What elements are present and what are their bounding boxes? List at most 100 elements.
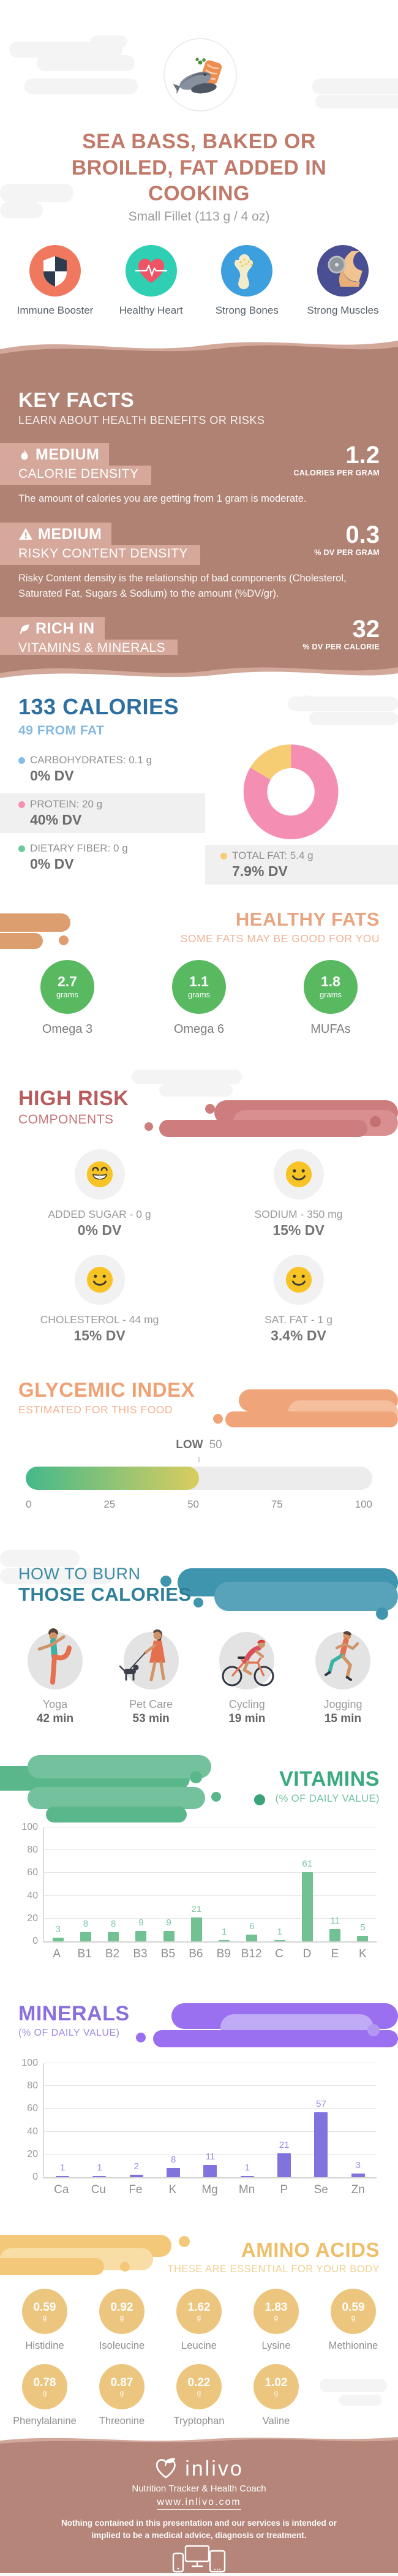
green-blob: 1.1 grams xyxy=(167,956,231,1016)
decorative-cloud xyxy=(28,1755,211,1778)
green-blob: 2.7 grams xyxy=(36,956,99,1016)
scale-label: 100 xyxy=(355,1498,372,1510)
decorative-cloud xyxy=(0,933,43,949)
fat-dot xyxy=(220,852,227,859)
jogging-icon xyxy=(312,1623,374,1692)
healthy-fats-cards: 2.7 grams Omega 3 1.1 grams Omega 6 1.8 … xyxy=(28,956,370,1037)
activity-duration: 53 min xyxy=(132,1712,170,1725)
amino-valine: 1.02 g Valine xyxy=(238,2360,315,2427)
amino-name: Valine xyxy=(262,2415,290,2427)
amino-methionine: 0.59 g Methionine xyxy=(315,2285,392,2352)
legend-protein: PROTEIN: 20 g 40% DV xyxy=(0,793,205,833)
section-title: HIGH RISK xyxy=(18,1087,129,1110)
key-facts-subtitle: LEARN ABOUT HEALTH BENEFITS OR RISKS xyxy=(18,414,265,426)
fact-badge: MEDIUM xyxy=(0,522,112,545)
calories-title: 133 CALORIES xyxy=(18,694,179,719)
carbs-dot xyxy=(18,757,25,764)
smile-face-icon xyxy=(273,1149,324,1199)
activity-duration: 19 min xyxy=(228,1712,266,1725)
glycemic-value-label: LOW 50 xyxy=(0,1438,398,1452)
muscle-icon xyxy=(317,245,369,297)
mufas-card: 1.8 grams MUFAs xyxy=(291,956,370,1037)
gold-blob: 1.62 g xyxy=(171,2285,227,2336)
protein-dot xyxy=(18,801,25,808)
gauge-tick xyxy=(198,1457,200,1462)
gold-blob: 0.78 g xyxy=(17,2360,72,2412)
amino-name: Threonine xyxy=(99,2415,145,2427)
fact-value: 1.2 CALORIES PER GRAM xyxy=(293,442,380,477)
high-risk-section: HIGH RISK COMPONENTS xyxy=(0,1066,398,1354)
decorative-cloud xyxy=(195,2006,206,2017)
section-title: AMINO ACIDS xyxy=(241,2238,380,2261)
glycemic-level: LOW xyxy=(176,1438,203,1451)
fat-name: Omega 3 xyxy=(42,1022,93,1036)
fat-name: MUFAs xyxy=(310,1022,351,1036)
decorative-cloud xyxy=(193,1598,203,1607)
fact-value: 32 % DV PER CALORIE xyxy=(302,616,380,652)
gold-blob: 0.22 g xyxy=(171,2360,227,2412)
risk-dv: 0% DV xyxy=(77,1222,122,1238)
legend-label: TOTAL FAT: 5.4 g xyxy=(232,850,314,861)
risk-sat-fat: SAT. FAT - 1 g 3.4% DV xyxy=(199,1255,398,1344)
scale-label: 25 xyxy=(103,1498,116,1510)
warning-icon xyxy=(19,528,32,540)
benefit-label: Strong Bones xyxy=(215,304,279,316)
fact-description: Risky Content density is the relationshi… xyxy=(18,572,347,599)
decorative-cloud xyxy=(0,2258,104,2275)
inlivo-heart-icon xyxy=(156,2458,176,2479)
grin-face-icon xyxy=(74,1149,125,1199)
decorative-cloud xyxy=(190,1771,202,1783)
healthy-fats-section: HEALTHY FATS SOME FATS MAY BE GOOD FOR Y… xyxy=(0,891,398,1066)
footer-section: inlivo Nutrition Tracker & Health Coach … xyxy=(0,2432,398,2573)
amino-name: Histidine xyxy=(25,2340,64,2351)
amino-name: Lysine xyxy=(261,2340,291,2351)
amino-lysine: 1.83 g Lysine xyxy=(238,2285,315,2352)
fat-name: Omega 6 xyxy=(173,1022,225,1036)
dog-walking-icon xyxy=(119,1623,182,1692)
decorative-cloud xyxy=(24,78,138,94)
decorative-cloud xyxy=(315,95,398,108)
decorative-cloud xyxy=(225,1411,398,1427)
wave-divider xyxy=(0,2437,398,2447)
decorative-cloud xyxy=(211,1792,221,1802)
amino-grid: 0.59 g Histidine 0.92 g Isoleucine 1.62 g L… xyxy=(6,2285,392,2439)
decorative-cloud xyxy=(367,2024,380,2036)
key-facts-title: KEY FACTS xyxy=(18,388,135,411)
legend-dv: 0% DV xyxy=(30,856,74,872)
glycemic-gauge xyxy=(26,1467,372,1490)
vitamins-heading: VITAMINS (% OF DAILY VALUE) xyxy=(276,1767,380,1805)
decorative-cloud xyxy=(0,1550,80,1567)
decorative-cloud xyxy=(59,935,69,945)
decorative-cloud xyxy=(136,2033,146,2042)
website-link[interactable]: www.inlivo.com xyxy=(157,2497,241,2510)
amino-heading: AMINO ACIDS THESE ARE ESSENTIAL FOR YOUR… xyxy=(167,2238,380,2275)
legend-label: DIETARY FIBER: 0 g xyxy=(30,842,128,854)
fact-badge: MEDIUM xyxy=(0,443,110,466)
x-axis: Ca Cu Fe K Mg Mn P Se Zn xyxy=(54,2183,365,2196)
wave-divider xyxy=(0,341,398,360)
benefit-label: Immune Booster xyxy=(17,304,94,316)
section-title: GLYCEMIC INDEX xyxy=(18,1378,195,1401)
minerals-bar-chart: 0 20 40 60 80 100 1 1 2 8 11 1 21 57 3 Ca Cu Fe K Mg Mn P Se… xyxy=(21,2058,377,2197)
healthy-fats-heading: HEALTHY FATS SOME FATS MAY BE GOOD FOR Y… xyxy=(181,908,380,945)
decorative-cloud xyxy=(28,1787,205,1809)
decorative-cloud xyxy=(339,2395,382,2406)
glycemic-section: GLYCEMIC INDEX ESTIMATED FOR THIS FOOD L… xyxy=(0,1354,398,1544)
decorative-cloud xyxy=(160,1576,171,1587)
omega3-card: 2.7 grams Omega 3 xyxy=(28,956,107,1037)
activity-duration: 42 min xyxy=(36,1712,74,1725)
header-section: SEA BASS, BAKED OR BROILED, FAT ADDED IN… xyxy=(0,0,398,331)
activity-name: Cycling xyxy=(228,1698,265,1710)
benefit-label: Healthy Heart xyxy=(119,304,183,316)
decorative-cloud xyxy=(205,1104,215,1114)
devices-icon xyxy=(172,2545,226,2573)
activity-name: Yoga xyxy=(42,1698,68,1710)
risk-name: CHOLESTEROL - 44 mg xyxy=(40,1313,159,1326)
legend-label: CARBOHYDRATES: 0.1 g xyxy=(30,754,152,766)
decorative-cloud xyxy=(274,1392,285,1403)
benefit-label: Strong Muscles xyxy=(307,304,379,316)
brand-logo: inlivo xyxy=(0,2457,398,2481)
glycemic-value: 50 xyxy=(209,1438,222,1451)
section-title: HEALTHY FATS xyxy=(235,908,380,930)
y-axis: 0 20 40 60 80 100 xyxy=(21,1822,38,1946)
